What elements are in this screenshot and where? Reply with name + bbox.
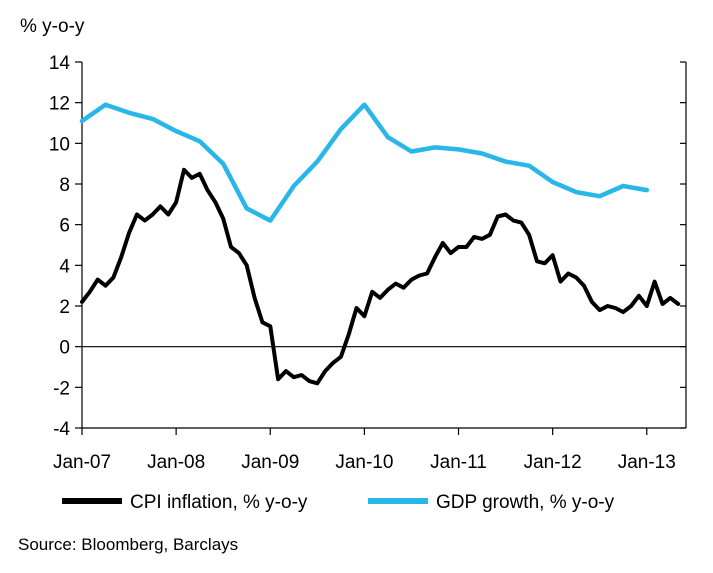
x-tick-label: Jan-10 <box>335 452 393 473</box>
y-tick-label: 0 <box>59 338 70 359</box>
legend: CPI inflation, % y-o-y GDP growth, % y-o-… <box>62 492 615 513</box>
source-note: Source: Bloomberg, Barclays <box>18 535 239 554</box>
x-tick-label: Jan-09 <box>241 452 299 473</box>
x-tick-label: Jan-12 <box>524 452 582 473</box>
y-unit-label: % y-o-y <box>20 16 85 37</box>
y-tick-label: 12 <box>49 94 70 115</box>
y-tick-label: -2 <box>53 378 70 399</box>
legend-label-gdp: GDP growth, % y-o-y <box>436 492 615 513</box>
x-tick-label: Jan-13 <box>618 452 676 473</box>
series-line-cpi <box>80 167 681 386</box>
x-tick-label: Jan-08 <box>147 452 205 473</box>
y-tick-label: 4 <box>59 256 70 277</box>
series-line-gdp <box>79 102 650 223</box>
y-tick-label: 6 <box>59 216 70 237</box>
y-tick-label: 2 <box>59 297 70 318</box>
y-axis: 14 12 10 8 6 4 2 0 -2 -4 <box>49 53 686 440</box>
x-axis: Jan-07 Jan-08 Jan-09 Jan-10 Jan-11 Jan-12 Jan-… <box>53 428 676 473</box>
legend-label-cpi: CPI inflation, % y-o-y <box>130 492 308 513</box>
plot-frame <box>81 62 687 429</box>
x-tick-label: Jan-11 <box>430 452 487 473</box>
y-tick-label: 14 <box>49 53 71 74</box>
y-tick-label: -4 <box>53 419 70 440</box>
y-tick-label: 10 <box>49 134 70 155</box>
x-tick-label: Jan-07 <box>53 452 111 473</box>
y-tick-label: 8 <box>59 175 70 196</box>
series-lines <box>79 102 681 386</box>
